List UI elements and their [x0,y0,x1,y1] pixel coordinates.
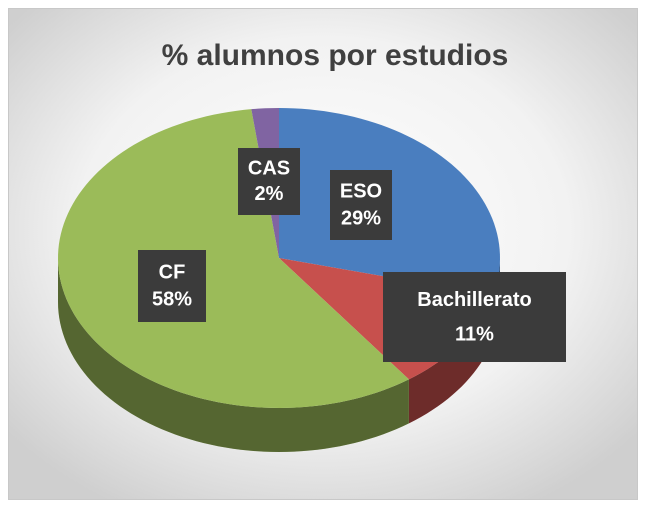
data-label-value: 11% [455,323,494,345]
slice-side [58,258,409,452]
data-label-value: 2% [255,183,284,205]
data-label-category: CF [159,261,186,283]
slice-side-shade [58,258,409,452]
data-label-category: CAS [248,158,290,180]
slice [58,109,409,408]
data-label-category: Bachillerato [417,289,531,311]
data-label-value: 58% [152,289,192,311]
data-label-box [138,250,206,322]
data-label-box [330,170,392,240]
chart-title: % alumnos por estudios [162,39,509,72]
data-label-category: ESO [340,181,382,203]
data-label-value: 29% [341,207,381,229]
data-label-box [383,272,566,362]
data-label-box [238,148,300,215]
